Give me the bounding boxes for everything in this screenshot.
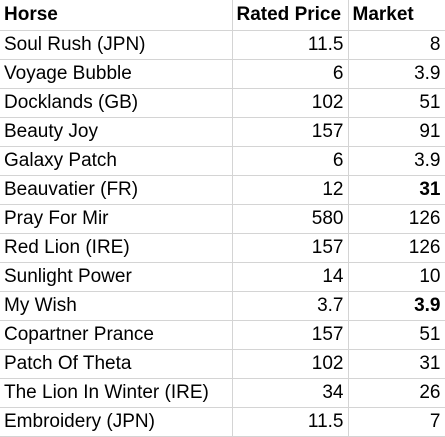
table-body: Soul Rush (JPN) 11.5 8 Voyage Bubble 6 3.9 Doc…: [0, 30, 445, 437]
cell-market[interactable]: 126: [348, 204, 445, 234]
cell-market[interactable]: 126: [348, 233, 445, 263]
header-horse[interactable]: Horse: [0, 0, 233, 31]
table-row: Pray For Mir 580 126: [0, 204, 445, 234]
table-row: Sunlight Power 14 10: [0, 262, 445, 292]
cell-horse[interactable]: Copartner Prance: [0, 320, 233, 350]
cell-rated-price[interactable]: 11.5: [232, 30, 349, 60]
table-row: Patch Of Theta 102 31: [0, 349, 445, 379]
cell-horse[interactable]: Red Lion (IRE): [0, 233, 233, 263]
cell-rated-price[interactable]: 102: [232, 88, 349, 118]
cell-rated-price[interactable]: 6: [232, 59, 349, 89]
cell-horse[interactable]: Soul Rush (JPN): [0, 30, 233, 60]
cell-horse[interactable]: The Lion In Winter (IRE): [0, 378, 233, 408]
cell-rated-price[interactable]: 14: [232, 262, 349, 292]
table-row: Galaxy Patch 6 3.9: [0, 146, 445, 176]
cell-rated-price[interactable]: 6: [232, 146, 349, 176]
cell-horse[interactable]: Patch Of Theta: [0, 349, 233, 379]
header-row: Horse Rated Price Market: [0, 0, 445, 31]
cell-market[interactable]: 26: [348, 378, 445, 408]
header-rated-price[interactable]: Rated Price: [232, 0, 349, 31]
cell-horse[interactable]: Embroidery (JPN): [0, 407, 233, 437]
table-row: Beauty Joy 157 91: [0, 117, 445, 147]
cell-market[interactable]: 91: [348, 117, 445, 147]
cell-horse[interactable]: Docklands (GB): [0, 88, 233, 118]
table-row: Red Lion (IRE) 157 126: [0, 233, 445, 263]
cell-horse[interactable]: Galaxy Patch: [0, 146, 233, 176]
cell-market[interactable]: 8: [348, 30, 445, 60]
cell-market[interactable]: 31: [348, 349, 445, 379]
table-row: Embroidery (JPN) 11.5 7: [0, 407, 445, 437]
cell-horse[interactable]: Beauty Joy: [0, 117, 233, 147]
cell-market[interactable]: 7: [348, 407, 445, 437]
cell-horse[interactable]: Pray For Mir: [0, 204, 233, 234]
cell-rated-price[interactable]: 12: [232, 175, 349, 205]
cell-market[interactable]: 10: [348, 262, 445, 292]
cell-market[interactable]: 31: [348, 175, 445, 205]
cell-rated-price[interactable]: 157: [232, 117, 349, 147]
cell-horse[interactable]: My Wish: [0, 291, 233, 321]
cell-rated-price[interactable]: 157: [232, 233, 349, 263]
cell-market[interactable]: 3.9: [348, 291, 445, 321]
cell-horse[interactable]: Voyage Bubble: [0, 59, 233, 89]
cell-market[interactable]: 3.9: [348, 59, 445, 89]
cell-rated-price[interactable]: 102: [232, 349, 349, 379]
cell-horse[interactable]: Sunlight Power: [0, 262, 233, 292]
table-row: Docklands (GB) 102 51: [0, 88, 445, 118]
cell-rated-price[interactable]: 157: [232, 320, 349, 350]
table-row: Copartner Prance 157 51: [0, 320, 445, 350]
cell-rated-price[interactable]: 580: [232, 204, 349, 234]
cell-rated-price[interactable]: 34: [232, 378, 349, 408]
table-row: The Lion In Winter (IRE) 34 26: [0, 378, 445, 408]
cell-market[interactable]: 51: [348, 320, 445, 350]
table-row: My Wish 3.7 3.9: [0, 291, 445, 321]
cell-market[interactable]: 3.9: [348, 146, 445, 176]
cell-horse[interactable]: Beauvatier (FR): [0, 175, 233, 205]
table-row: Beauvatier (FR) 12 31: [0, 175, 445, 205]
header-market[interactable]: Market: [348, 0, 445, 31]
cell-rated-price[interactable]: 11.5: [232, 407, 349, 437]
table-row: Soul Rush (JPN) 11.5 8: [0, 30, 445, 60]
cell-market[interactable]: 51: [348, 88, 445, 118]
cell-rated-price[interactable]: 3.7: [232, 291, 349, 321]
table-row: Voyage Bubble 6 3.9: [0, 59, 445, 89]
